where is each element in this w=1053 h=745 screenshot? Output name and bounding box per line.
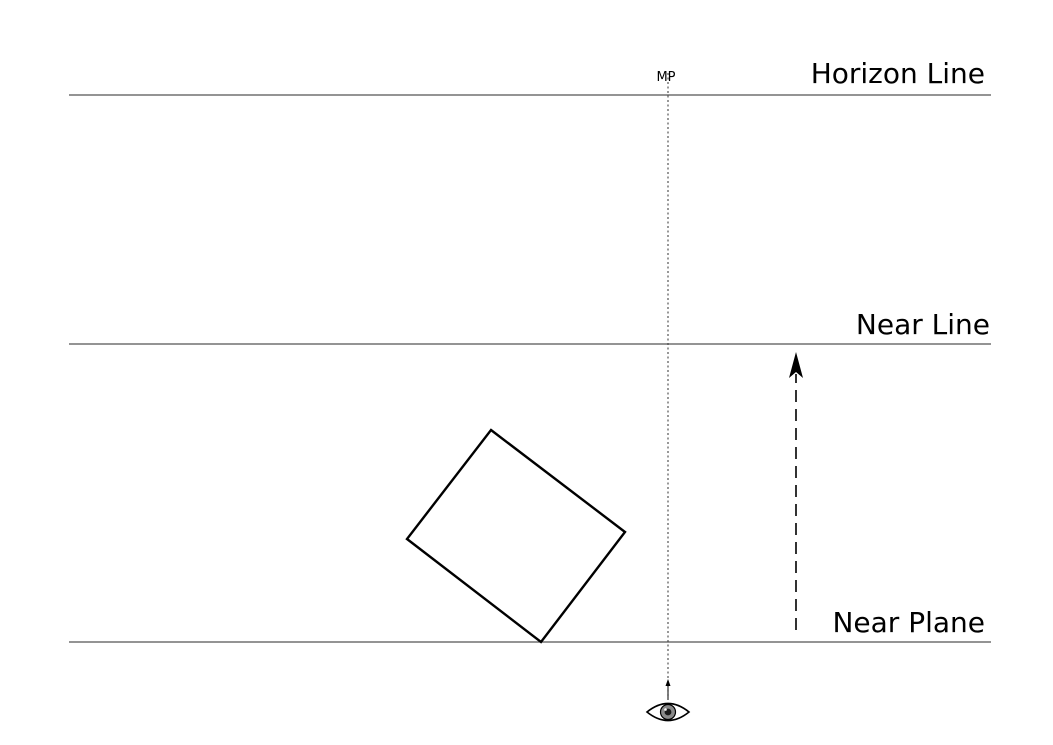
horizon-line-label: Horizon Line bbox=[811, 57, 985, 90]
measuring-point-label: MP bbox=[656, 70, 675, 85]
near-line-label: Near Line bbox=[856, 308, 990, 341]
square-object bbox=[405, 428, 627, 644]
near-plane-label: Near Plane bbox=[832, 606, 985, 639]
movement-arrowhead bbox=[789, 352, 803, 378]
eye-pointer-arrowhead bbox=[665, 679, 671, 686]
eye-icon bbox=[645, 702, 691, 722]
